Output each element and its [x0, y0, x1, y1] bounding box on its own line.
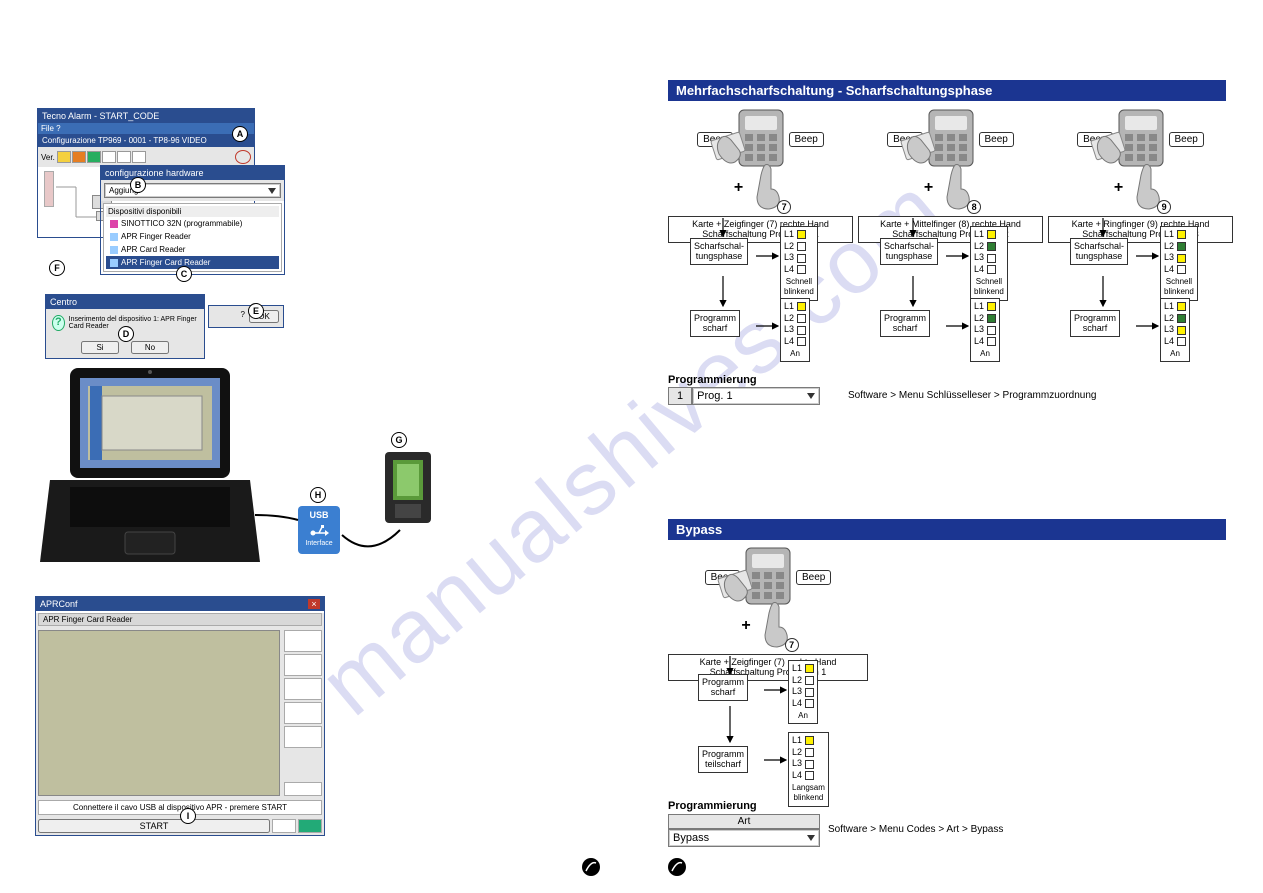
- finger-number: 7: [785, 638, 799, 652]
- app3-titlebar: APRConf ×: [36, 597, 324, 611]
- win1-ver-label: Ver.: [41, 153, 55, 162]
- led-indicator-box: L1 L2 L3 L4 Schnellblinkend: [780, 226, 818, 301]
- programmierung-label: Programmierung: [668, 374, 757, 386]
- label-e: E: [248, 303, 264, 319]
- beep-label: Beep: [1169, 132, 1204, 147]
- device-row-1[interactable]: SINOTTICO 32N (programmabile): [106, 217, 279, 230]
- prog-scharf-box: Programmscharf: [690, 310, 740, 337]
- led-indicator-box: L1 L2 L3 L4 An: [970, 298, 1000, 362]
- confirm-yes-button[interactable]: Si: [81, 341, 119, 354]
- label-i: I: [180, 808, 196, 824]
- art-label: Art: [668, 814, 820, 829]
- footer-dot-2: [668, 858, 686, 876]
- footer-dot-1: [582, 858, 600, 876]
- label-c: C: [176, 266, 192, 282]
- prog-scharf-box: Programmscharf: [698, 674, 748, 701]
- info-icon: ?: [52, 315, 65, 331]
- ok-dialog: ? OK: [208, 305, 284, 328]
- arming-group-3: Beep Beep + 9 Karte + Ringfinger (9) rec…: [1048, 106, 1233, 243]
- start-button[interactable]: START: [38, 819, 270, 833]
- chiave-icon[interactable]: [298, 819, 322, 833]
- plus-icon: +: [741, 617, 750, 635]
- beep-label: Beep: [979, 132, 1014, 147]
- win1-subtitle: Configurazione TP969 - 0001 - TP8-96 VID…: [38, 134, 254, 147]
- confirm-no-button[interactable]: No: [131, 341, 169, 354]
- win2-device-list: Dispositivi disponibili SINOTTICO 32N (p…: [103, 203, 282, 272]
- programmierung-label-2: Programmierung: [668, 800, 757, 812]
- confirm-title: Centro: [46, 295, 204, 309]
- led-indicator-box: L1 L2 L3 L4 An: [780, 298, 810, 362]
- win1-menubar: File ?: [38, 123, 254, 134]
- phase-box: Scharfschal-tungsphase: [690, 238, 748, 265]
- bypass-dropdown[interactable]: Bypass: [668, 829, 820, 847]
- section1-title: Mehrfachscharfschaltung - Scharfschaltun…: [668, 80, 1226, 101]
- win2-avail-label: Dispositivi disponibili: [106, 206, 279, 217]
- device-row-2[interactable]: APR Finger Reader: [106, 230, 279, 243]
- win1-toolbar: Ver.: [38, 147, 254, 167]
- label-g: G: [391, 432, 407, 448]
- led-indicator-box: L1 L2 L3 L4 Langsamblinkend: [788, 732, 829, 807]
- plus-icon: +: [1114, 179, 1123, 197]
- arming-group-1: Beep Beep + 7 Karte + Zeigfinger (7) rec…: [668, 106, 853, 243]
- device-row-4[interactable]: APR Finger Card Reader: [106, 256, 279, 269]
- phase-box: Scharfschal-tungsphase: [880, 238, 938, 265]
- led-indicator-box: L1 L2 L3 L4 An: [1160, 298, 1190, 362]
- label-d: D: [118, 326, 134, 342]
- arming-group-2: Beep Beep + 8 Karte + Mittelfinger (8) r…: [858, 106, 1043, 243]
- phase-box: Scharfschal-tungsphase: [1070, 238, 1128, 265]
- win1-titlebar: Tecno Alarm - START_CODE: [38, 109, 254, 123]
- apr-device: [383, 450, 433, 525]
- beep-label: Beep: [789, 132, 824, 147]
- finger-number: 8: [967, 200, 981, 214]
- prog-scharf-box: Programmscharf: [880, 310, 930, 337]
- label-b: B: [130, 177, 146, 193]
- label-f: F: [49, 260, 65, 276]
- app3-canvas: [38, 630, 280, 796]
- section2-title: Bypass: [668, 519, 1226, 540]
- label-a: A: [232, 126, 248, 142]
- prog-teil-box: Programmteilscharf: [698, 746, 748, 773]
- app3-sidebar: [284, 630, 322, 796]
- led-indicator-box: L1 L2 L3 L4 Schnellblinkend: [1160, 226, 1198, 301]
- laptop-illustration: [40, 362, 260, 577]
- device-row-3[interactable]: APR Card Reader: [106, 243, 279, 256]
- software-window-2: configurazione hardware Aggiungi Disposi…: [100, 165, 285, 275]
- prog-path: Software > Menu Schlüsselleser > Program…: [848, 390, 1096, 401]
- prog-dropdown[interactable]: Prog. 1: [692, 387, 820, 405]
- finger-number: 7: [777, 200, 791, 214]
- plus-icon: +: [734, 179, 743, 197]
- aprconf-window: APRConf × APR Finger Card Reader Connett…: [35, 596, 325, 836]
- finger-number: 9: [1157, 200, 1171, 214]
- win2-titlebar: configurazione hardware: [101, 166, 284, 180]
- led-indicator-box: L1 L2 L3 L4 Schnellblinkend: [970, 226, 1008, 301]
- led-indicator-box: L1 L2 L3 L4 An: [788, 660, 818, 724]
- close-icon[interactable]: ×: [308, 599, 320, 609]
- confirm-message: Inserimento del dispositivo 1: APR Finge…: [69, 316, 198, 330]
- bypass-group: Beep Beep + 7 Karte + Zeigfinger (7) rec…: [668, 544, 868, 681]
- plus-icon: +: [924, 179, 933, 197]
- beep-label: Beep: [796, 570, 831, 585]
- app3-subtitle: APR Finger Card Reader: [38, 613, 322, 626]
- prog-num-box: 1: [668, 387, 692, 405]
- prog-scharf-box: Programmscharf: [1070, 310, 1120, 337]
- bypass-path: Software > Menu Codes > Art > Bypass: [828, 824, 1003, 835]
